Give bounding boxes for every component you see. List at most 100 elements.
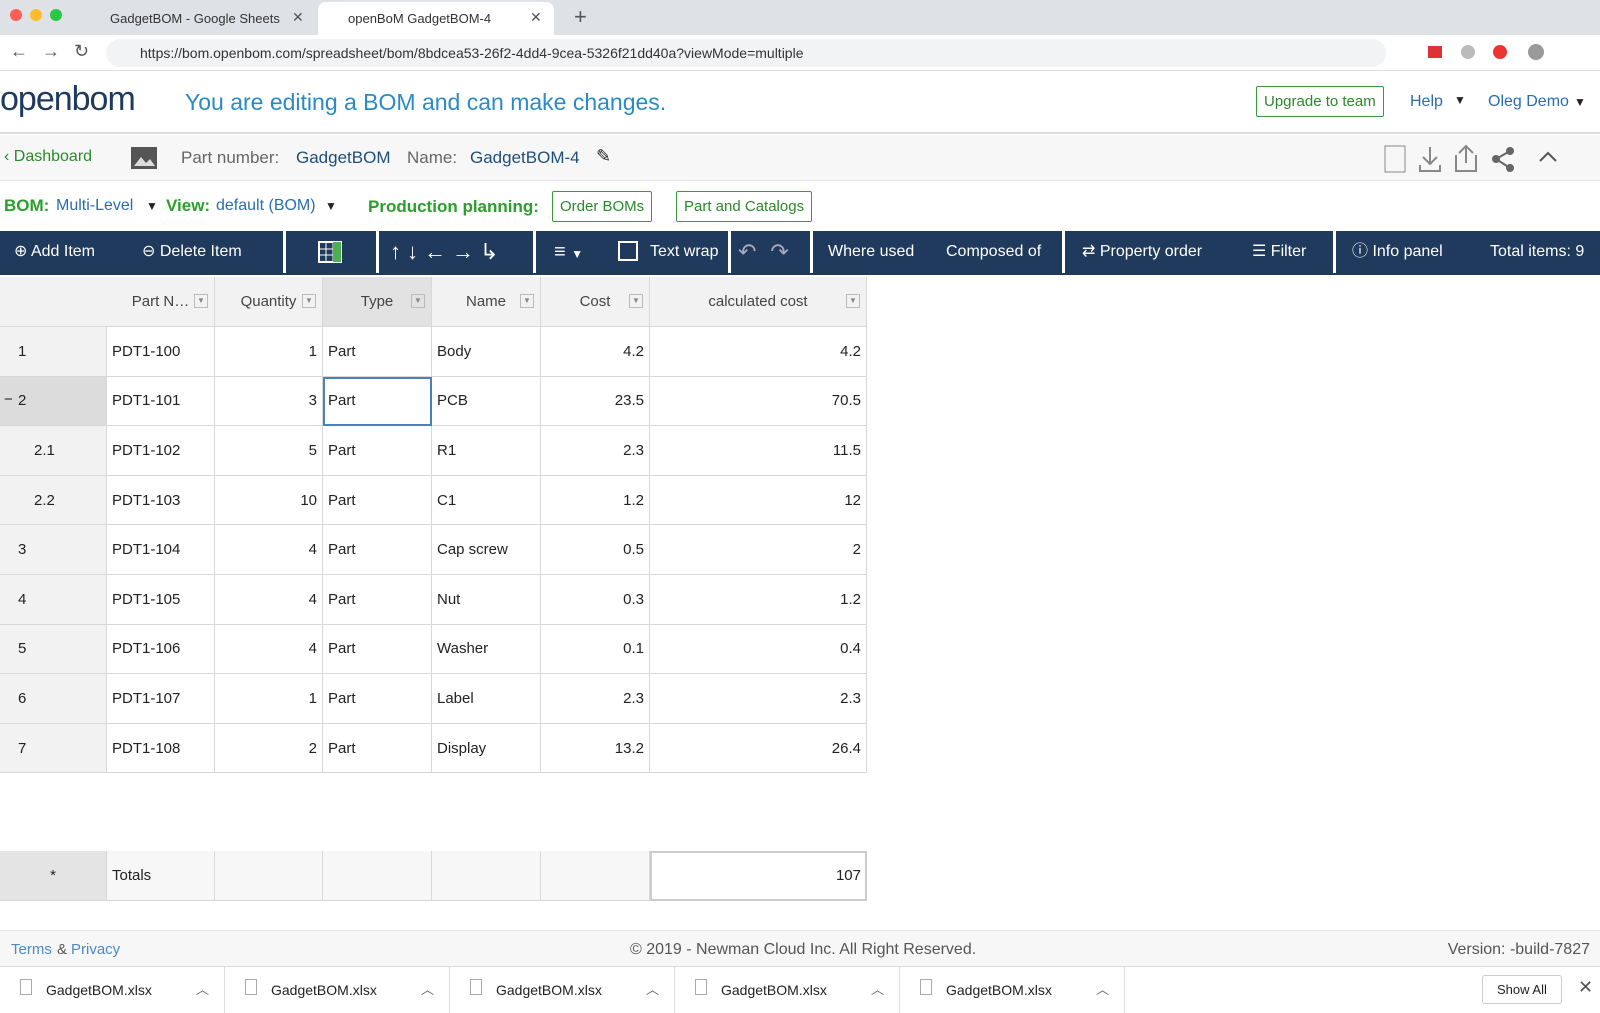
column-title[interactable]: Type (360, 293, 394, 310)
grid-cell[interactable]: PDT1-106 (107, 624, 215, 675)
delete-item-text[interactable]: Delete Item (159, 243, 242, 260)
grid-cell[interactable]: 0.1 (541, 624, 650, 675)
help-caret[interactable]: ▼ (1454, 93, 1466, 107)
property-order-button[interactable]: ⇄ Property order (1082, 243, 1203, 260)
info-panel-text[interactable]: Info panel (1372, 243, 1443, 260)
address-field[interactable]: https://bom.openbom.com/spreadsheet/bom/… (106, 39, 1386, 67)
user-menu[interactable]: Oleg Demo (1488, 93, 1569, 110)
column-filter[interactable]: ▼ (302, 294, 316, 308)
tab-title[interactable]: GadgetBOM - Google Sheets (110, 11, 280, 26)
grid-cell[interactable]: Part (323, 575, 432, 625)
grid-icon[interactable] (318, 241, 344, 263)
download-item[interactable]: GadgetBOM.xlsx ︿ (0, 967, 225, 1013)
add-item-button[interactable]: ⊕ Add Item (14, 243, 95, 260)
tab-close[interactable]: ✕ (530, 9, 542, 25)
filter-button[interactable]: ☰ Filter (1252, 243, 1307, 260)
grid-cell[interactable]: PDT1-103 (107, 475, 215, 526)
grid-cell[interactable]: 4.2 (650, 327, 867, 377)
column-title[interactable]: Name (465, 293, 506, 310)
grid-cell[interactable]: 2 (215, 723, 323, 774)
order-boms-button[interactable]: Order BOMs (552, 191, 653, 222)
grid-cell[interactable]: Part (323, 475, 432, 526)
grid-cell[interactable]: Body (432, 327, 541, 377)
file-name[interactable]: GadgetBOM.xlsx (721, 982, 827, 998)
download-item[interactable]: GadgetBOM.xlsx ︿ (675, 967, 900, 1013)
grid-cell[interactable]: 12 (650, 475, 867, 526)
tab-close[interactable]: ✕ (292, 9, 304, 25)
edit-icon[interactable]: ✎ (596, 146, 612, 166)
bom-caret[interactable]: ▼ (146, 199, 158, 213)
column-title[interactable]: Part N… (131, 293, 190, 310)
column-filter[interactable]: ▼ (629, 294, 643, 308)
column-title[interactable]: Cost (579, 293, 611, 310)
download-item[interactable]: GadgetBOM.xlsx ︿ (225, 967, 450, 1013)
browser-tab[interactable]: openBoM GadgetBOM-4 ✕ (318, 2, 554, 35)
grid-cell[interactable]: 23.5 (541, 376, 650, 427)
grid-cell[interactable]: 0.5 (541, 525, 650, 575)
upgrade-button[interactable]: Upgrade to team (1256, 86, 1384, 117)
new-tab[interactable]: + (574, 4, 587, 29)
grid-cell[interactable]: PCB (432, 376, 541, 427)
grid-cell[interactable]: C1 (432, 475, 541, 526)
help-menu[interactable]: Help (1410, 93, 1443, 110)
info-panel-button[interactable]: ⓘ Info panel (1352, 243, 1443, 260)
move-arrows[interactable]: ↑↓←→↳ (390, 239, 505, 264)
grid-cell[interactable]: Label (432, 674, 541, 724)
column-header[interactable]: calculated cost ▼ (650, 277, 867, 327)
grid-cell[interactable]: 1.2 (650, 575, 867, 625)
grid-cell[interactable]: 2.3 (541, 426, 650, 476)
file-menu[interactable]: ︿ (871, 982, 885, 997)
property-order-text[interactable]: Property order (1099, 243, 1203, 260)
add-item-text[interactable]: Add Item (30, 243, 95, 260)
grid-cell[interactable]: 3 (215, 376, 323, 427)
privacy-link[interactable]: Privacy (71, 941, 121, 958)
download-item[interactable]: GadgetBOM.xlsx ︿ (900, 967, 1125, 1013)
terms-link[interactable]: Terms (11, 941, 52, 958)
tab-title[interactable]: openBoM GadgetBOM-4 (348, 11, 492, 26)
file-menu[interactable]: ︿ (646, 982, 660, 997)
grid-cell[interactable]: 1 (215, 674, 323, 724)
grid-cell[interactable]: 1.2 (541, 475, 650, 526)
column-title[interactable]: calculated cost (708, 293, 808, 310)
grid-cell[interactable]: 70.5 (650, 376, 867, 427)
grid-cell[interactable]: Washer (432, 624, 541, 675)
grid-cell[interactable]: PDT1-100 (107, 327, 215, 377)
grid-cell[interactable]: Part (323, 674, 432, 724)
grid-cell[interactable]: 0.3 (541, 575, 650, 625)
grid-cell[interactable]: Part (323, 723, 432, 774)
grid-cell[interactable]: Display (432, 723, 541, 774)
view-mode[interactable]: default (BOM) (216, 197, 316, 214)
file-name[interactable]: GadgetBOM.xlsx (46, 982, 152, 998)
grid-cell[interactable]: 4 (215, 624, 323, 675)
file-menu[interactable]: ︿ (196, 982, 210, 997)
grid-cell[interactable]: 10 (215, 475, 323, 526)
column-filter[interactable]: ▼ (411, 294, 425, 308)
file-menu[interactable]: ︿ (421, 982, 435, 997)
filter-text[interactable]: Filter (1270, 243, 1307, 260)
grid-cell[interactable]: 11.5 (650, 426, 867, 476)
file-menu[interactable]: ︿ (1096, 982, 1110, 997)
grid-cell[interactable]: 4 (215, 575, 323, 625)
grid-cell[interactable]: Part (323, 624, 432, 675)
composed-of-button[interactable]: Composed of (946, 243, 1042, 260)
column-filter[interactable]: ▼ (846, 294, 860, 308)
file-name[interactable]: GadgetBOM.xlsx (946, 982, 1052, 998)
text-wrap-label[interactable]: Text wrap (650, 243, 719, 260)
collapse-toggle[interactable]: − (4, 390, 13, 408)
column-header[interactable]: Cost ▼ (541, 277, 650, 327)
grid-cell[interactable]: Part (323, 376, 432, 427)
align-button[interactable]: ≡ ▼ (554, 241, 584, 263)
text-wrap-checkbox[interactable] (618, 241, 638, 261)
column-filter[interactable]: ▼ (520, 294, 534, 308)
logo[interactable]: openbom (0, 80, 136, 118)
grid-cell[interactable]: 2.3 (650, 674, 867, 724)
grid-cell[interactable]: R1 (432, 426, 541, 476)
document-actions[interactable] (1380, 143, 1580, 173)
grid-cell[interactable]: PDT1-104 (107, 525, 215, 575)
download-item[interactable]: GadgetBOM.xlsx ︿ (450, 967, 675, 1013)
dashboard-text[interactable]: Dashboard (13, 148, 93, 165)
column-header[interactable]: Part N… ▼ (107, 277, 215, 327)
column-header[interactable]: Type ▼ (323, 277, 432, 327)
grid-cell[interactable]: 4 (215, 525, 323, 575)
file-name[interactable]: GadgetBOM.xlsx (271, 982, 377, 998)
